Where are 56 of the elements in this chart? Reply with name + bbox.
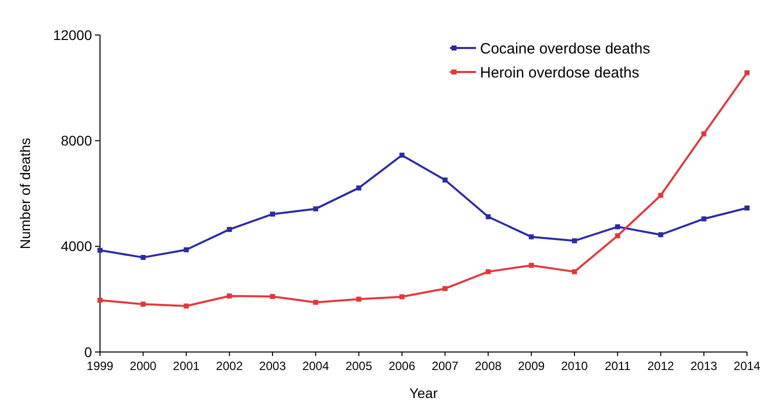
point [701,216,706,222]
point [98,248,102,253]
point [744,206,750,211]
point [270,294,276,300]
x-tick-label: 2014 [734,359,761,373]
point [658,232,664,238]
point [399,152,404,158]
point [486,214,491,220]
point [442,286,448,292]
point [356,296,362,302]
point [226,226,232,232]
point [184,304,189,309]
point [744,70,750,76]
x-tick-label: 1999 [86,359,114,373]
point [572,269,577,274]
point [528,234,534,240]
point [98,298,102,303]
point [140,302,146,307]
x-tick-label: 2012 [647,359,674,373]
point [313,206,318,212]
y-tick-label: 8000 [60,132,92,149]
point [226,293,232,298]
y-tick-label: 12000 [53,26,92,43]
y-axis-title: Number of deaths [17,138,33,250]
x-tick-label: 2011 [604,359,631,373]
x-tick-label: 2006 [388,359,416,373]
x-tick-label: 2003 [259,359,286,373]
point [184,247,189,252]
x-tick-label: 2000 [130,359,157,373]
y-tick-label: 0 [84,344,92,360]
legend-label: Heroin overdose deaths [480,64,640,82]
x-tick-label: 2002 [216,359,244,373]
point [572,238,577,244]
point [486,269,491,274]
point [140,254,146,260]
point [615,224,620,230]
x-tick-label: 2005 [345,359,372,373]
point [313,300,318,305]
x-tick-label: 2009 [518,359,546,373]
x-axis-title: Year [409,385,438,401]
point [528,262,534,268]
point [270,212,276,217]
x-tick-label: 2004 [302,359,330,373]
x-tick-label: 2007 [432,359,459,373]
point [399,294,404,300]
y-tick-label: 4000 [60,238,92,254]
point [658,192,664,198]
x-tick-label: 2008 [474,359,502,373]
legend-label: Cocaine overdose deaths [480,40,650,58]
x-tick-label: 2001 [172,359,200,373]
point [701,131,706,136]
x-tick-label: 2010 [561,359,588,373]
point [356,185,362,190]
point [442,178,448,183]
x-tick-label: 2013 [690,359,718,373]
point [615,233,620,238]
